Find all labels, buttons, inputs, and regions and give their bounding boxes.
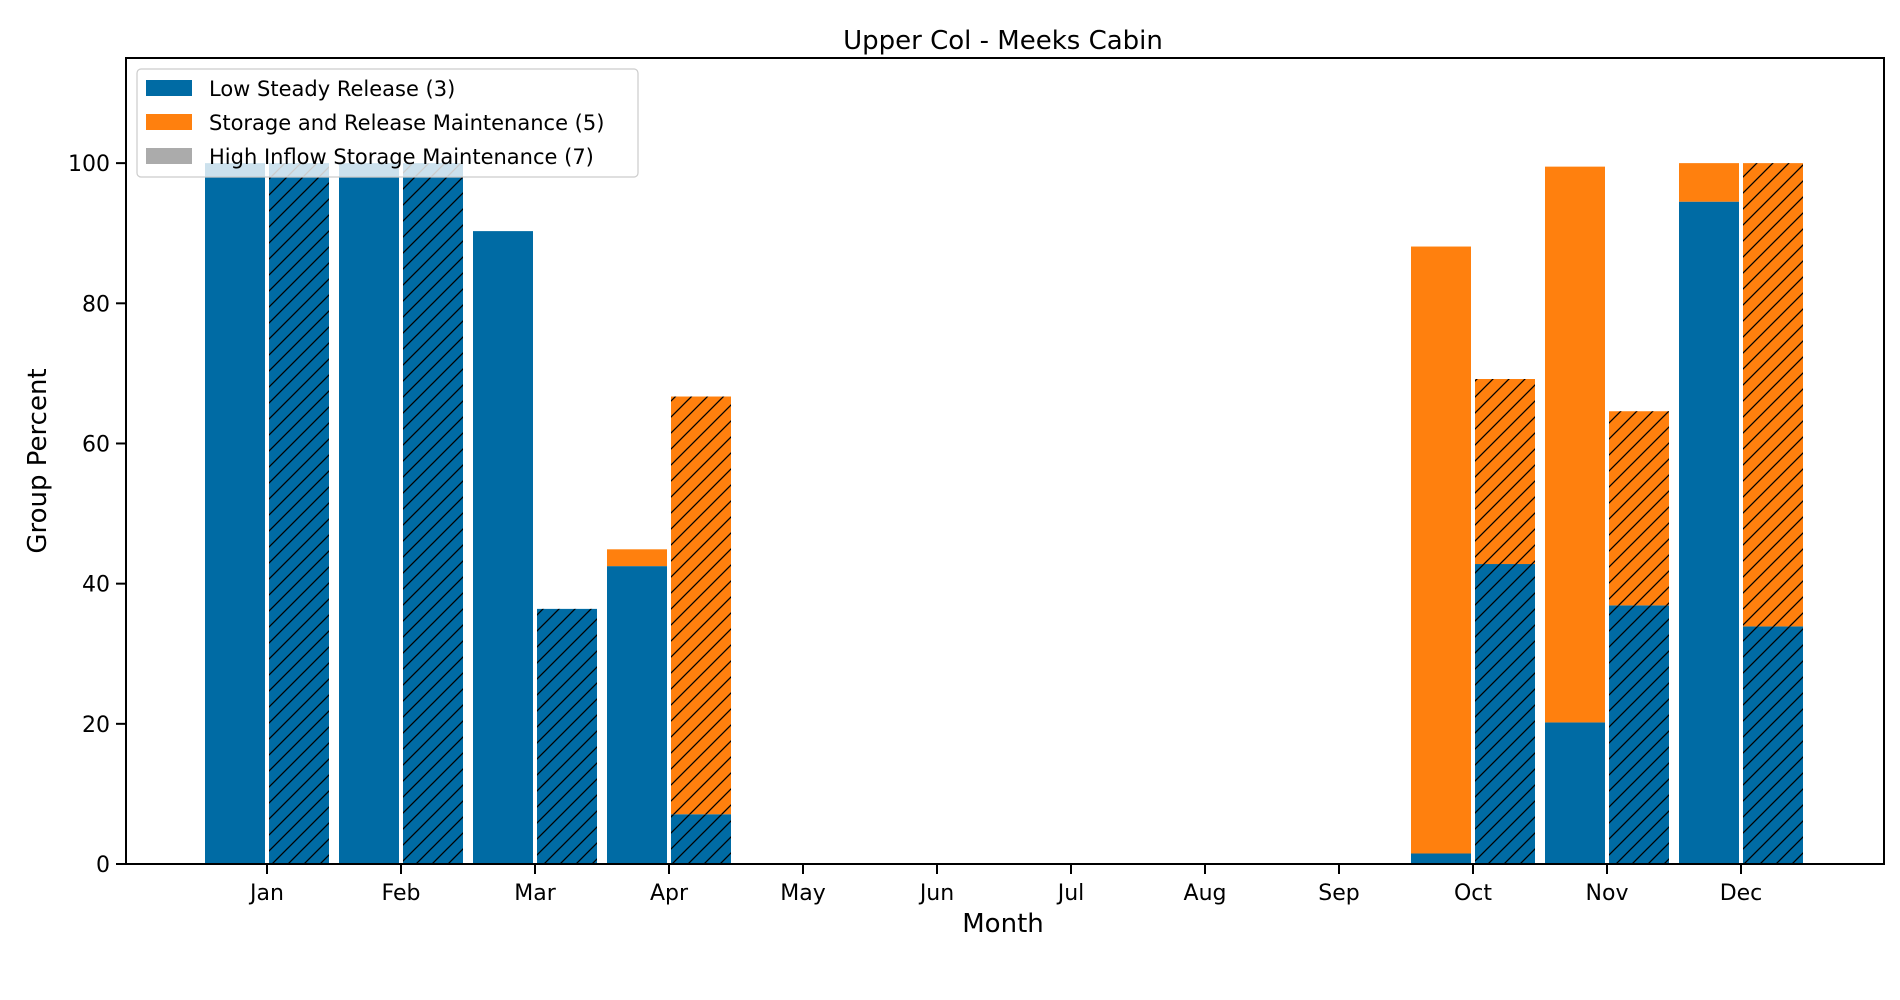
x-ticks: Jan Feb Mar Apr May Jun Jul Aug Sep Oct Nov Dec xyxy=(248,864,1762,906)
legend: Low Steady Release (3) Storage and Releas… xyxy=(136,68,639,178)
bar-dec-solid-s0 xyxy=(1679,201,1739,865)
x-tick-label: Sep xyxy=(1318,881,1359,906)
bar-hatch-oct-s1 xyxy=(1475,378,1535,565)
bar-hatch-jan-s0 xyxy=(269,163,329,864)
bar-nov-solid-s0 xyxy=(1545,722,1605,864)
y-tick-label: 100 xyxy=(68,152,110,177)
bar-oct-solid-s0 xyxy=(1411,853,1471,864)
bar-hatch-apr-s1 xyxy=(671,396,731,815)
legend-swatch xyxy=(146,148,192,164)
bar-mar-solid-s0 xyxy=(473,231,533,865)
bar-hatch-nov-s0 xyxy=(1609,605,1669,864)
bar-apr-solid-s0 xyxy=(607,566,667,864)
bar-hatch-oct-s0 xyxy=(1475,564,1535,864)
y-tick-label: 20 xyxy=(82,713,110,738)
legend-label: High Inflow Storage Maintenance (7) xyxy=(209,145,594,169)
bar-hatch-dec-s1 xyxy=(1743,163,1803,627)
y-tick-label: 40 xyxy=(82,573,110,598)
legend-label: Storage and Release Maintenance (5) xyxy=(209,111,604,135)
y-tick-label: 60 xyxy=(82,432,110,457)
bar-apr-solid-s1 xyxy=(607,549,667,567)
x-axis-label: Month xyxy=(962,909,1044,939)
legend-box xyxy=(136,68,639,178)
x-tick-label: Oct xyxy=(1454,881,1492,906)
bar-feb-solid-s0 xyxy=(339,163,399,864)
y-axis-label: Group Percent xyxy=(23,368,53,553)
x-tick-label: Apr xyxy=(650,881,689,906)
x-tick-label: Dec xyxy=(1720,881,1763,906)
bar-dec-solid-s1 xyxy=(1679,163,1739,202)
x-tick-label: Aug xyxy=(1184,881,1227,906)
plot-frame xyxy=(125,57,1885,865)
x-tick-label: Feb xyxy=(382,881,421,906)
legend-swatch xyxy=(146,80,192,96)
bar-jan-solid-s0 xyxy=(205,163,265,864)
y-ticks: 0 20 40 60 80 100 xyxy=(68,152,126,878)
bar-hatch-apr-s0 xyxy=(671,814,731,864)
x-tick-label: Jul xyxy=(1056,881,1085,906)
chart-title: Upper Col - Meeks Cabin xyxy=(843,26,1163,56)
x-tick-label: Jan xyxy=(248,881,284,906)
y-tick-label: 80 xyxy=(82,292,110,317)
bar-hatch-feb-s0 xyxy=(403,163,463,864)
bar-hatch-dec-s0 xyxy=(1743,626,1803,864)
bar-hatch-nov-s1 xyxy=(1609,411,1669,606)
x-tick-label: Jun xyxy=(918,881,954,906)
y-tick-label: 0 xyxy=(96,853,110,878)
x-tick-label: May xyxy=(780,881,825,906)
legend-label: Low Steady Release (3) xyxy=(209,77,455,101)
legend-swatch xyxy=(146,114,192,130)
bar-hatch-mar-s0 xyxy=(537,608,597,864)
bar-nov-solid-s1 xyxy=(1545,166,1605,723)
bar-oct-solid-s1 xyxy=(1411,246,1471,854)
bars-layer xyxy=(205,163,1803,865)
x-tick-label: Mar xyxy=(514,881,556,906)
x-tick-label: Nov xyxy=(1586,881,1629,906)
